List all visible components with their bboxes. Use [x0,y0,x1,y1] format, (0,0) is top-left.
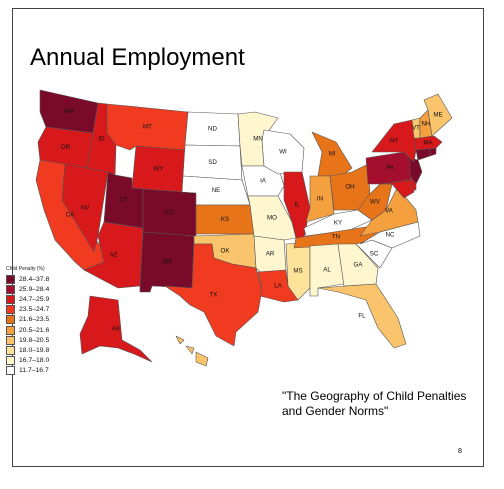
state-label-mt: MT [143,124,152,131]
legend-swatch [6,294,15,304]
state-label-wa: WA [64,108,75,115]
state-label-ks: KS [221,216,229,223]
legend-item: 25.9–28.4 [6,284,76,294]
legend-swatch [6,284,15,294]
state-label-il: IL [294,202,300,209]
legend-item: 23.5–24.7 [6,305,76,315]
state-label-ny: NY [390,138,399,145]
legend-item: 19.8–20.5 [6,335,76,345]
state-label-nv: NV [81,205,90,212]
state-MO [247,195,297,241]
legend-label: 11.7–16.7 [19,367,49,375]
state-label-wv: WV [370,199,381,206]
legend-swatch [6,366,15,376]
state-RI [429,147,437,157]
state-label-ar: AR [266,251,275,258]
state-label-ut: UT [119,197,127,204]
state-label-mi: MI [329,151,336,158]
state-HI [175,335,209,367]
state-label-pa: PA [386,165,395,172]
state-label-ky: KY [334,220,342,227]
legend-item: 28.4–37.8 [6,274,76,284]
state-label-mo: MO [267,215,277,222]
state-label-nc: NC [386,232,395,239]
state-label-fl: FL [358,313,366,320]
legend-item: 11.7–16.7 [6,366,76,376]
legend-swatch [6,356,15,366]
state-label-nm: NM [162,259,172,266]
legend-label: 20.5–21.6 [19,326,50,334]
state-label-id: ID [98,136,105,143]
state-label-ne: NE [212,187,221,194]
state-label-ga: GA [354,262,364,269]
legend-label: 28.4–37.8 [19,275,50,283]
state-label-ms: MS [293,268,302,275]
state-GA [337,243,379,287]
legend-swatch [6,345,15,355]
state-label-la: LA [274,283,282,290]
legend-item: 24.7–25.9 [6,294,76,304]
legend-label: 23.5–24.7 [19,306,50,314]
corner-mark: 8 [458,448,462,455]
legend-swatch [6,335,15,345]
state-FL [317,283,407,349]
state-label-in: IN [317,196,323,203]
state-label-ma: MA [423,140,433,147]
caption: "The Geography of Child Penalties and Ge… [282,389,467,418]
state-label-or: OR [61,144,71,151]
state-label-sc: SC [370,251,379,258]
state-label-al: AL [323,267,331,274]
state-label-ca: CA [66,212,75,219]
state-label-tx: TX [210,292,218,299]
legend-swatch [6,274,15,284]
state-VA [359,185,419,237]
state-label-va: VA [385,208,394,215]
state-IN [305,175,335,223]
state-labels: WA OR CA ID NV AZ MT WY UT CO NM ND SD NE KS OK TX MN IA MO… [61,108,443,333]
state-label-ia: IA [260,178,267,185]
state-label-wy: WY [154,166,164,173]
legend-swatch [6,325,15,335]
state-TX [164,243,263,347]
state-AK [79,295,153,363]
map-title: Annual Employment [30,44,245,71]
legend-rows: 28.4–37.8 25.9–28.4 24.7–25.9 23.5–24.7 21.6… [6,274,76,376]
state-NV [61,163,109,253]
state-label-mn: MN [253,136,263,143]
legend-swatch [6,305,15,315]
legend: Child Penalty (%) 28.4–37.8 25.9–28.4 24.7… [6,266,76,376]
legend-label: 25.9–28.4 [19,285,50,293]
state-UT [103,171,144,229]
state-NM [139,231,195,293]
legend-item: 21.6–23.5 [6,315,76,325]
legend-title: Child Penalty (%) [6,266,45,272]
state-label-tn: TN [332,234,340,241]
state-label-oh: OH [345,184,354,191]
state-label-me: ME [433,112,442,119]
legend-item: 18.0–19.8 [6,345,76,355]
state-LA [257,269,299,303]
state-NJ [409,157,423,185]
legend-item: 20.5–21.6 [6,325,76,335]
state-ME [423,93,453,137]
legend-swatch [6,315,15,325]
legend-label: 21.6–23.5 [19,316,50,324]
state-label-ok: OK [221,248,231,255]
state-label-az: AZ [110,252,118,259]
legend-item: 16.7–18.0 [6,356,76,366]
state-label-co: CO [165,209,174,216]
legend-label: 24.7–25.9 [19,295,50,303]
legend-label: 18.0–19.8 [19,346,50,354]
legend-label: 16.7–18.0 [19,357,50,365]
state-label-nd: ND [208,126,217,133]
state-label-nh: NH [422,121,431,128]
state-label-ak: AK [112,326,121,333]
state-label-wi: WI [279,149,287,156]
legend-label: 19.8–20.5 [19,336,50,344]
state-label-sd: SD [208,159,217,166]
state-label-vt: VT [412,125,420,132]
